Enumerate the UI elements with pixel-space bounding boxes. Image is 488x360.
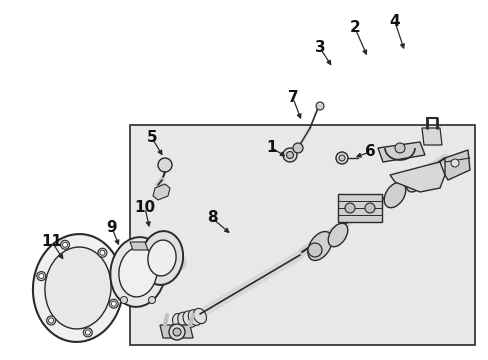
- Circle shape: [98, 248, 107, 257]
- Ellipse shape: [110, 237, 165, 307]
- Circle shape: [338, 155, 345, 161]
- Circle shape: [85, 330, 90, 335]
- Text: 6: 6: [364, 144, 375, 159]
- Polygon shape: [444, 150, 469, 180]
- Circle shape: [120, 297, 127, 303]
- Ellipse shape: [147, 240, 176, 276]
- Circle shape: [345, 203, 354, 213]
- Polygon shape: [160, 325, 193, 338]
- Ellipse shape: [141, 231, 183, 285]
- Ellipse shape: [178, 312, 192, 329]
- Text: 4: 4: [389, 14, 400, 30]
- Ellipse shape: [33, 234, 123, 342]
- Text: 5: 5: [146, 130, 157, 145]
- Circle shape: [335, 152, 347, 164]
- Ellipse shape: [384, 182, 405, 208]
- Ellipse shape: [188, 310, 202, 325]
- Polygon shape: [421, 128, 441, 145]
- Ellipse shape: [406, 172, 423, 192]
- Circle shape: [48, 318, 54, 323]
- Circle shape: [315, 102, 324, 110]
- Text: 2: 2: [349, 21, 360, 36]
- Polygon shape: [389, 162, 444, 192]
- Circle shape: [158, 158, 172, 172]
- Text: 1: 1: [266, 140, 277, 156]
- Ellipse shape: [172, 314, 187, 330]
- Circle shape: [307, 243, 321, 257]
- Circle shape: [109, 299, 118, 308]
- Polygon shape: [153, 184, 170, 200]
- Ellipse shape: [183, 311, 197, 327]
- Text: 3: 3: [314, 40, 325, 55]
- Circle shape: [292, 143, 303, 153]
- Polygon shape: [377, 142, 424, 162]
- Ellipse shape: [119, 247, 157, 297]
- Circle shape: [173, 328, 181, 336]
- Circle shape: [83, 328, 92, 337]
- Ellipse shape: [327, 223, 347, 247]
- Polygon shape: [130, 242, 148, 250]
- Circle shape: [46, 316, 56, 325]
- Circle shape: [394, 143, 404, 153]
- Circle shape: [100, 250, 105, 255]
- Text: 9: 9: [106, 220, 117, 235]
- Text: 10: 10: [134, 201, 155, 216]
- Circle shape: [111, 301, 116, 306]
- Circle shape: [364, 203, 374, 213]
- Ellipse shape: [307, 231, 331, 260]
- Circle shape: [169, 324, 184, 340]
- Circle shape: [61, 240, 69, 249]
- Circle shape: [62, 242, 67, 247]
- Text: 8: 8: [206, 211, 217, 225]
- Circle shape: [39, 274, 44, 279]
- Circle shape: [283, 148, 296, 162]
- Circle shape: [286, 152, 293, 158]
- Circle shape: [37, 271, 46, 280]
- Text: 11: 11: [41, 234, 62, 249]
- Bar: [337, 194, 381, 222]
- Circle shape: [148, 297, 155, 303]
- Bar: [130, 125, 474, 345]
- Circle shape: [450, 159, 458, 167]
- Ellipse shape: [193, 309, 206, 324]
- Ellipse shape: [45, 247, 111, 329]
- Text: 7: 7: [287, 90, 298, 105]
